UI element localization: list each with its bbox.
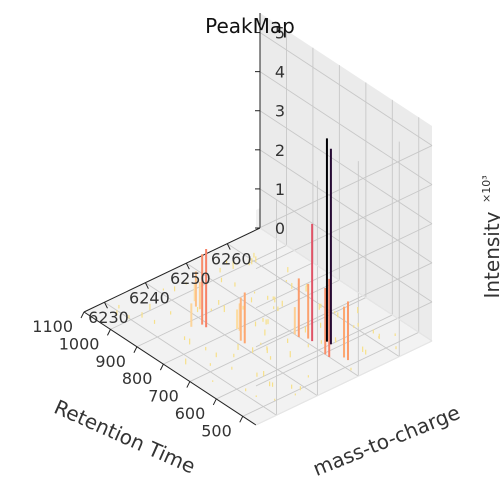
z-tick-label: 1 [275, 180, 285, 199]
y-tick-label: 6240 [129, 289, 170, 308]
x-tick-mark [159, 363, 164, 371]
axis-lines [83, 13, 433, 426]
grid-line-z [259, 188, 433, 303]
grid-line-y [145, 282, 318, 397]
y-axis-label: mass-to-charge [309, 400, 463, 481]
grid-line-z [255, 223, 433, 309]
grid-line-y [186, 262, 359, 377]
grid-line-z [259, 110, 433, 225]
chart-title: PeakMap [205, 14, 295, 38]
x-tick-mark [107, 329, 111, 336]
z-tick-label: 4 [275, 63, 285, 82]
z-tick-label: 3 [275, 102, 285, 121]
tick-marks [80, 32, 260, 423]
z-axis-label: Intensity [480, 211, 500, 298]
x-tick-label: 700 [148, 387, 179, 406]
x-tick-mark [239, 416, 244, 423]
x-tick-label: 500 [201, 421, 232, 440]
back-right-pane [260, 13, 432, 341]
y-tick-label: 6250 [170, 269, 211, 288]
z-tick-label: 5 [275, 24, 285, 43]
y-axis-line [83, 227, 261, 313]
grid-line-x [163, 279, 340, 365]
grid-line-x [216, 314, 393, 400]
grid-line-x [242, 331, 419, 417]
y-tick-label: 6260 [211, 250, 252, 269]
y-tick-mark [104, 302, 108, 309]
grid-line-z [255, 145, 433, 230]
x-tick-mark [80, 311, 85, 319]
y-tick-label: 6230 [88, 308, 129, 327]
grid-line-z [255, 184, 433, 270]
grid-line-y [104, 301, 277, 416]
grid-line-x [110, 244, 287, 330]
grid-line-z [259, 71, 433, 186]
x-tick-label: 1100 [32, 317, 73, 336]
z-tick-label: 0 [275, 219, 285, 238]
grid-line-x [136, 262, 314, 348]
z-tick-label: 2 [275, 141, 285, 160]
grid-line-z [255, 262, 433, 348]
pane-edge [255, 340, 433, 426]
x-tick-label: 900 [95, 352, 126, 371]
grid-line-x [189, 297, 367, 382]
z-axis-multiplier: ×10³ [480, 175, 493, 203]
x-tick-label: 600 [175, 404, 206, 423]
grid-lines [83, 13, 433, 426]
axis-panes [84, 13, 432, 425]
y-tick-mark [144, 282, 149, 289]
x-tick-label: 800 [122, 369, 153, 388]
pane-edge [259, 227, 433, 342]
peak-stems [116, 138, 397, 401]
x-tick-label: 1000 [59, 334, 100, 353]
y-tick-mark [226, 243, 231, 250]
grid-line-z [259, 32, 433, 146]
grid-line-y [227, 243, 400, 358]
x-tick-mark [133, 346, 138, 353]
x-tick-mark [212, 398, 217, 406]
x-tick-mark [186, 381, 191, 388]
x-axis-line [83, 311, 257, 426]
grid-line-z [259, 149, 433, 264]
y-tick-mark [185, 262, 190, 270]
